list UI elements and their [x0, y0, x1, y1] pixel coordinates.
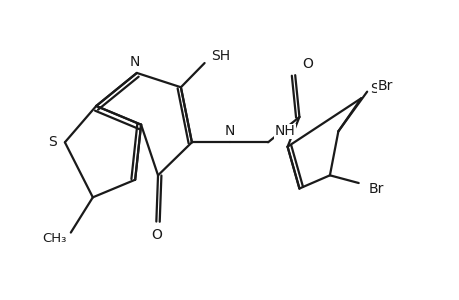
Text: N: N — [224, 124, 235, 138]
Text: S: S — [369, 82, 378, 97]
Text: O: O — [151, 228, 162, 242]
Text: SH: SH — [211, 50, 230, 63]
Text: Br: Br — [376, 79, 392, 93]
Text: O: O — [301, 57, 312, 71]
Text: NH: NH — [274, 124, 295, 138]
Text: Br: Br — [368, 182, 383, 196]
Text: N: N — [129, 55, 139, 69]
Text: S: S — [48, 135, 56, 149]
Text: CH₃: CH₃ — [42, 232, 67, 244]
